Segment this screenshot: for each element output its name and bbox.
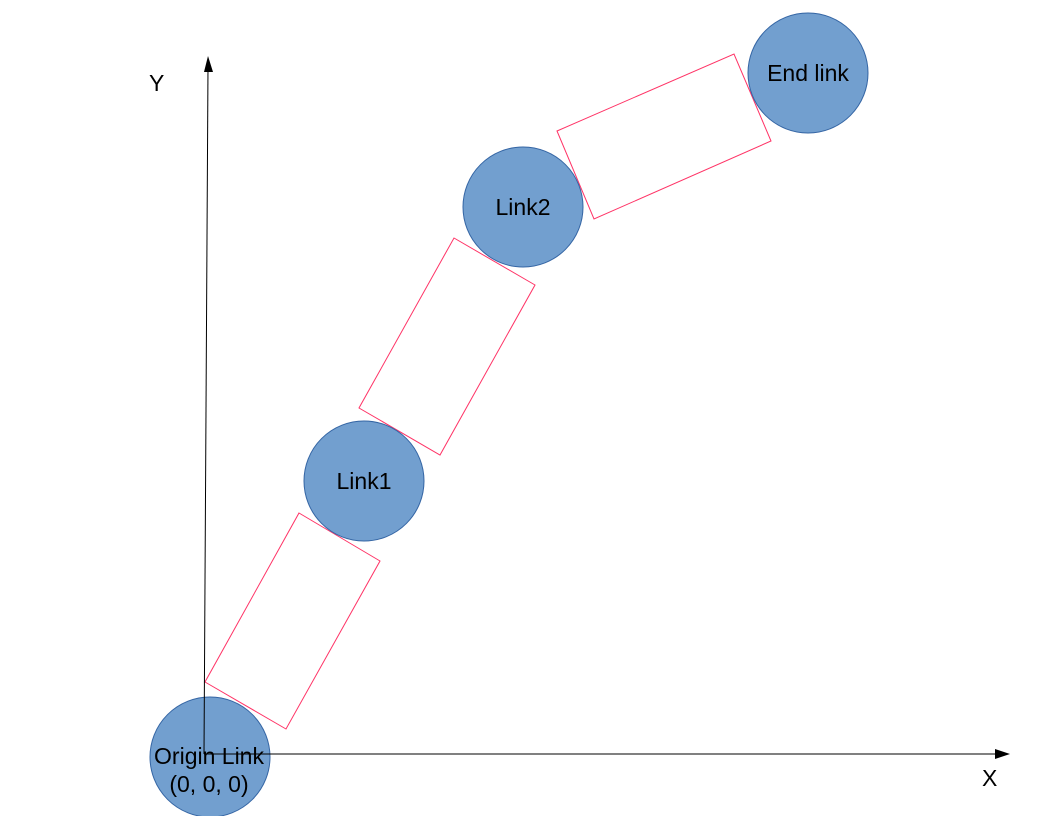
y-axis-label: Y (149, 70, 164, 96)
link2-joint (462, 146, 584, 268)
y-axis-arrowhead (204, 56, 213, 72)
link-segment-link2-to-end (556, 53, 772, 220)
origin-coordinates-label: (0, 0, 0) (169, 771, 248, 797)
x-axis-label: X (982, 765, 997, 791)
origin-link-label: Origin Link (154, 743, 264, 769)
link1-label: Link1 (337, 468, 392, 494)
origin-joint (149, 696, 271, 816)
link2-label: Link2 (496, 194, 551, 220)
end-link-label: End link (767, 60, 849, 86)
end-joint (747, 12, 869, 134)
link-segment-origin-to-link1 (204, 512, 381, 730)
y-axis (203, 65, 209, 755)
x-axis-arrowhead (995, 749, 1010, 759)
link-segment-link1-to-link2 (358, 237, 536, 456)
link1-joint (303, 420, 425, 542)
